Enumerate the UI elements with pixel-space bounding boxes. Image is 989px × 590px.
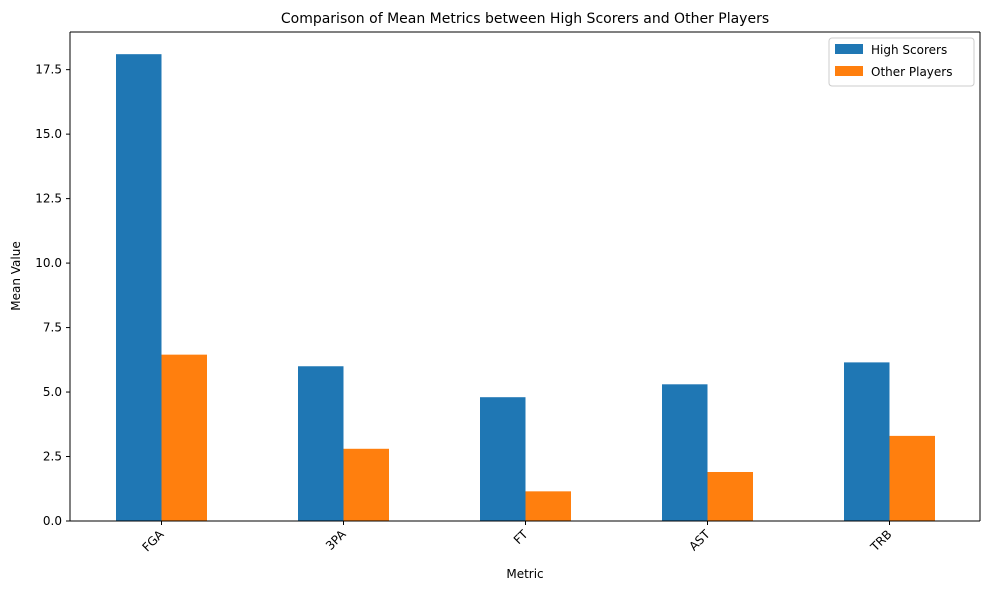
bar-other-players-trb: [889, 435, 935, 521]
y-axis-label: Mean Value: [9, 241, 23, 310]
y-tick-label: 10.0: [35, 256, 62, 270]
bar-high-scorers-3pa: [298, 366, 344, 521]
y-tick-label: 7.5: [43, 321, 62, 335]
legend-swatch-other-players: [835, 66, 863, 76]
legend-box: [828, 37, 975, 87]
legend: High Scorers Other Players: [828, 37, 975, 87]
x-tick-label-ft: FT: [511, 527, 531, 547]
x-tick-label-3pa: 3PA: [323, 527, 349, 553]
x-tick-label-ast: AST: [686, 527, 713, 554]
bars-group: [116, 54, 935, 521]
x-ticks: FGA 3PA FT AST TRB: [139, 521, 895, 555]
bar-high-scorers-trb: [844, 362, 890, 521]
x-tick-label-trb: TRB: [867, 527, 895, 555]
y-tick-label: 15.0: [35, 127, 62, 141]
bar-high-scorers-ft: [480, 397, 526, 521]
bar-other-players-fga: [161, 354, 207, 521]
y-tick-label: 12.5: [35, 192, 62, 206]
y-tick-label: 5.0: [43, 385, 62, 399]
chart-title: Comparison of Mean Metrics between High …: [281, 11, 769, 27]
legend-swatch-high-scorers: [835, 44, 863, 54]
bar-other-players-3pa: [343, 448, 389, 521]
bar-other-players-ft: [525, 491, 571, 521]
y-tick-label: 2.5: [43, 450, 62, 464]
x-tick-label-fga: FGA: [139, 527, 167, 555]
y-ticks: 0.0 2.5 5.0 7.5 10.0 12.5 15.0 17.5: [35, 63, 70, 528]
bar-high-scorers-ast: [662, 384, 708, 521]
legend-label-other-players: Other Players: [871, 65, 952, 79]
y-tick-label: 0.0: [43, 514, 62, 528]
y-tick-label: 17.5: [35, 63, 62, 77]
legend-label-high-scorers: High Scorers: [871, 43, 947, 57]
x-axis-label: Metric: [506, 567, 543, 581]
bar-high-scorers-fga: [116, 54, 162, 521]
bar-other-players-ast: [707, 471, 753, 521]
